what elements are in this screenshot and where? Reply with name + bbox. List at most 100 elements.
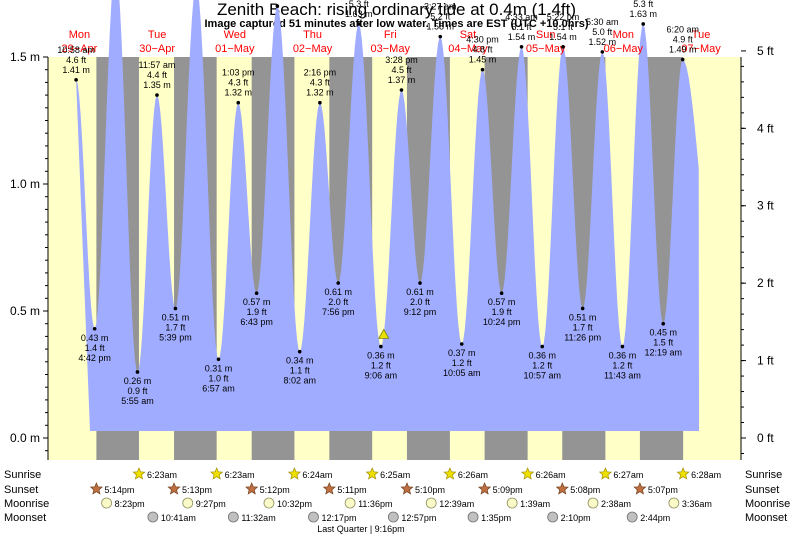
tide-ft-label: 1.7 ft [165, 322, 186, 332]
sunrise-time: 6:27am [613, 470, 643, 480]
current-tide-triangle [378, 328, 390, 339]
sunset-time: 5:09pm [493, 485, 523, 495]
sunset-time: 5:13pm [182, 485, 212, 495]
tide-extreme-dot [499, 291, 504, 296]
day-name-label: Fri [384, 29, 397, 41]
tide-m-label: 0.31 m [205, 363, 233, 373]
sunset-time: 5:11pm [337, 485, 366, 495]
sunset-icon [167, 482, 181, 495]
tide-ft-label: 4.8 ft [473, 45, 494, 55]
day-date-label: 29−Apr [62, 43, 98, 55]
sunrise-time: 6:23am [225, 470, 255, 480]
moonset-time: 12:17pm [321, 513, 356, 523]
day-name-label: Thu [303, 29, 322, 41]
tide-ft-label: 4.5 ft [391, 65, 412, 75]
sunrise-time: 6:24am [302, 470, 332, 480]
sunrise-icon [676, 467, 690, 480]
tide-time-label: 9:12 pm [404, 307, 437, 317]
tide-extreme-dot [661, 321, 666, 326]
tide-extreme-dot [399, 88, 404, 92]
tide-ft-label: 5.3 ft [633, 0, 654, 9]
tide-m-label: 0.57 m [243, 297, 271, 307]
tide-extreme-dot [459, 342, 464, 346]
tide-time-label: 4:42 pm [78, 353, 111, 363]
right-tick-label: 3 ft [757, 199, 774, 213]
moonrise-icon [668, 497, 680, 509]
moonrise-icon [587, 497, 599, 509]
right-tick-label: 2 ft [757, 276, 774, 290]
moonset-time: 11:32am [241, 513, 275, 523]
day-date-label: 04−May [448, 43, 488, 55]
axes: 0.0 m0.5 m1.0 m1.5 m2.0 m0 ft1 ft2 ft3 f… [10, 44, 774, 460]
tide-m-label: 0.61 m [324, 287, 352, 297]
tide-ft-label: 2.0 ft [328, 297, 349, 307]
tide-time-label: 11:26 pm [564, 332, 601, 342]
moonrise-icon [182, 497, 194, 509]
moonrise-time: 3:36am [682, 499, 712, 509]
tide-extreme-dot [561, 45, 565, 49]
sunrise-time: 6:25am [380, 470, 410, 480]
day-name-label: Sun [536, 29, 556, 41]
tide-m-label: 0.51 m [162, 312, 190, 322]
tide-m-label: 1.54 m [549, 32, 577, 42]
tide-m-label: 1.32 m [306, 88, 334, 98]
tide-extreme-dot [236, 100, 241, 105]
day-date-label: 30−Apr [139, 43, 175, 55]
tide-m-label: 1.32 m [224, 88, 252, 98]
day-name-label: Mon [613, 29, 634, 41]
tide-extreme-dot [318, 100, 322, 105]
tide-extreme-dot [379, 344, 383, 349]
sunrise-time: 6:26am [458, 470, 488, 480]
right-tick-label: 0 ft [757, 431, 774, 445]
tide-m-label: 0.51 m [569, 312, 597, 322]
tide-m-label: 0.26 m [124, 376, 152, 386]
tide-time-label: 3:27 am [424, 2, 457, 12]
day-date-label: 03−May [371, 43, 411, 55]
tide-m-label: 1.35 m [143, 80, 171, 90]
moonset-icon [626, 511, 638, 523]
tide-extreme-dot [336, 281, 341, 285]
moonset-time: 12:57pm [401, 513, 436, 523]
tide-extreme-dot [216, 357, 221, 362]
tide-time-label: 11:43 am [604, 371, 641, 381]
tide-time-label: 10:24 pm [483, 317, 521, 327]
tide-time-label: 5:39 pm [159, 332, 192, 342]
tide-time-label: 1:03 pm [222, 68, 255, 78]
tide-ft-label: 1.4 ft [85, 343, 106, 353]
moonset-time: 2:10pm [561, 513, 591, 523]
moonrise-time: 12:39am [439, 499, 474, 509]
tide-extreme-dot [254, 291, 259, 296]
tide-ft-label: 1.1 ft [290, 366, 311, 376]
moonrise-time: 2:38am [601, 499, 631, 509]
tide-ft-label: 1.2 ft [612, 361, 633, 371]
sunset-icon [245, 482, 259, 495]
tide-ft-label: 1.5 ft [653, 338, 674, 348]
left-tick-label: 0.5 m [10, 304, 40, 318]
moonset-icon [147, 511, 159, 523]
tide-ft-label: 5.1 ft [512, 22, 533, 32]
tide-time-label: 8:02 am [283, 376, 316, 386]
tide-m-label: 1.49 m [669, 45, 697, 55]
sunset-time: 5:07pm [648, 485, 678, 495]
tide-extreme-dot [600, 50, 605, 54]
moonrise-time: 10:32pm [277, 499, 312, 509]
moonset-time: 10:41am [161, 513, 196, 523]
moonset-icon [547, 511, 559, 523]
day-name-label: Tue [148, 29, 167, 41]
tide-area [76, 0, 699, 431]
tide-m-label: 0.45 m [649, 328, 677, 338]
tide-ft-label: 4.6 ft [66, 55, 87, 65]
sunrise-icon [210, 467, 224, 480]
day-date-label: 02−May [293, 43, 333, 55]
moonrise-icon [344, 497, 356, 509]
sunrise-time: 6:23am [147, 470, 177, 480]
sunrise-row-label-left: Sunrise [4, 469, 41, 481]
tide-ft-label: 4.3 ft [310, 78, 331, 88]
sunrise-icon [521, 467, 535, 480]
tide-extreme-dot [641, 22, 646, 26]
tide-time-label: 10:05 am [443, 368, 481, 378]
day-name-label: Tue [692, 29, 711, 41]
tide-m-label: 1.70 m [264, 0, 292, 1]
tide-ft-label: 1.7 ft [573, 322, 594, 332]
day-date-label: 06−May [604, 43, 644, 55]
